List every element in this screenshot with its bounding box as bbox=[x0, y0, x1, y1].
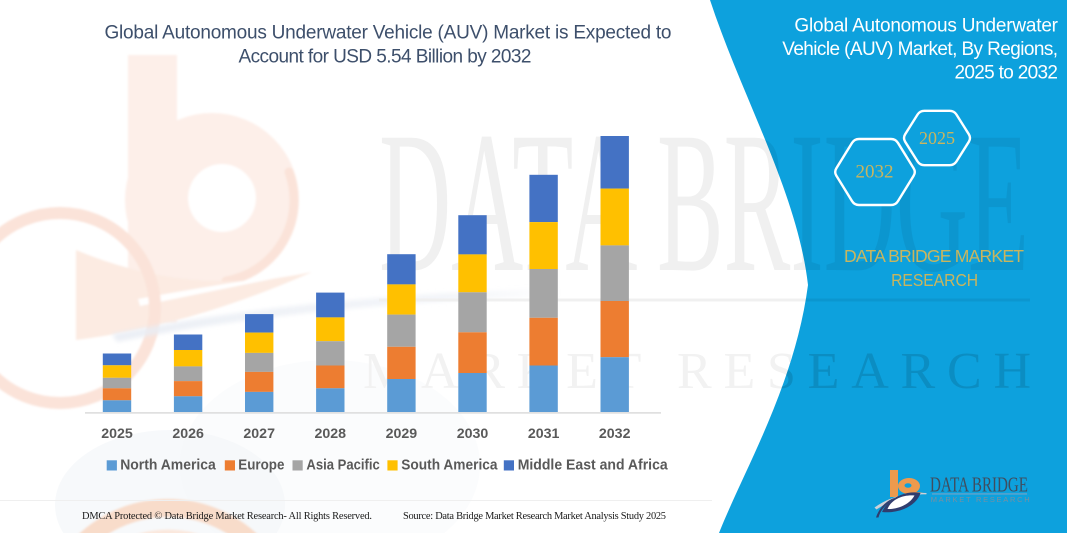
svg-text:Middle East and Africa: Middle East and Africa bbox=[518, 458, 669, 474]
svg-text:DATA BRIDGE MARKET: DATA BRIDGE MARKET bbox=[844, 246, 1024, 266]
svg-text:Account for USD 5.54 Billion b: Account for USD 5.54 Billion by 2032 bbox=[239, 47, 532, 68]
svg-text:2027: 2027 bbox=[243, 426, 275, 442]
svg-text:2025: 2025 bbox=[919, 128, 955, 148]
svg-text:2029: 2029 bbox=[386, 426, 418, 442]
svg-text:Europe: Europe bbox=[238, 458, 284, 474]
svg-text:South America: South America bbox=[401, 458, 498, 474]
svg-text:2025: 2025 bbox=[101, 426, 133, 442]
svg-text:North America: North America bbox=[120, 458, 216, 474]
svg-text:Global Autonomous Underwater V: Global Autonomous Underwater Vehicle (AU… bbox=[105, 23, 672, 44]
svg-text:2025 to 2032: 2025 to 2032 bbox=[955, 63, 1059, 84]
svg-text:2030: 2030 bbox=[457, 426, 489, 442]
svg-text:2032: 2032 bbox=[856, 162, 894, 183]
svg-text:DMCA Protected © Data Bridge M: DMCA Protected © Data Bridge Market Rese… bbox=[82, 511, 372, 522]
svg-text:Global Autonomous Underwater: Global Autonomous Underwater bbox=[794, 16, 1058, 37]
svg-text:2026: 2026 bbox=[172, 426, 204, 442]
svg-text:2031: 2031 bbox=[528, 426, 560, 442]
svg-text:RESEARCH: RESEARCH bbox=[891, 270, 978, 290]
svg-text:DATA BRIDGE: DATA BRIDGE bbox=[930, 472, 1028, 496]
svg-text:2032: 2032 bbox=[599, 426, 631, 442]
svg-text:Vehicle (AUV) Market, By Regio: Vehicle (AUV) Market, By Regions, bbox=[782, 39, 1058, 60]
svg-text:2028: 2028 bbox=[315, 426, 347, 442]
svg-text:MARKET RESEARCH: MARKET RESEARCH bbox=[931, 495, 1030, 504]
svg-text:Source: Data Bridge Market Res: Source: Data Bridge Market Research Mark… bbox=[403, 511, 666, 522]
svg-text:Asia Pacific: Asia Pacific bbox=[306, 458, 379, 474]
